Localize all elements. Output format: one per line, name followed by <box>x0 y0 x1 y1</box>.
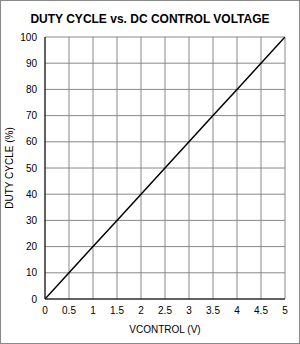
svg-text:100: 100 <box>20 32 37 43</box>
svg-text:VCONTROL (V): VCONTROL (V) <box>129 324 200 335</box>
svg-text:10: 10 <box>26 267 38 278</box>
svg-text:50: 50 <box>26 163 38 174</box>
svg-text:80: 80 <box>26 84 38 95</box>
svg-text:0: 0 <box>31 294 37 305</box>
svg-text:3.5: 3.5 <box>206 305 220 316</box>
svg-text:5: 5 <box>282 305 288 316</box>
svg-text:20: 20 <box>26 241 38 252</box>
svg-text:0: 0 <box>42 305 48 316</box>
svg-text:DUTY CYCLE (%): DUTY CYCLE (%) <box>8 127 15 209</box>
svg-text:60: 60 <box>26 136 38 147</box>
svg-text:90: 90 <box>26 58 38 69</box>
svg-text:2: 2 <box>138 305 144 316</box>
svg-text:0.5: 0.5 <box>62 305 76 316</box>
svg-text:2.5: 2.5 <box>158 305 172 316</box>
svg-text:30: 30 <box>26 215 38 226</box>
svg-text:40: 40 <box>26 189 38 200</box>
html-text:DUTY CYCLE vs. DC CONTROL VOLT: DUTY CYCLE vs. DC CONTROL VOLTAGE <box>30 12 270 26</box>
svg-text:1.5: 1.5 <box>110 305 124 316</box>
svg-text:70: 70 <box>26 110 38 121</box>
svg-text:3: 3 <box>186 305 192 316</box>
svg-text:4.5: 4.5 <box>254 305 268 316</box>
svg-text:1: 1 <box>90 305 96 316</box>
svg-text:4: 4 <box>234 305 240 316</box>
